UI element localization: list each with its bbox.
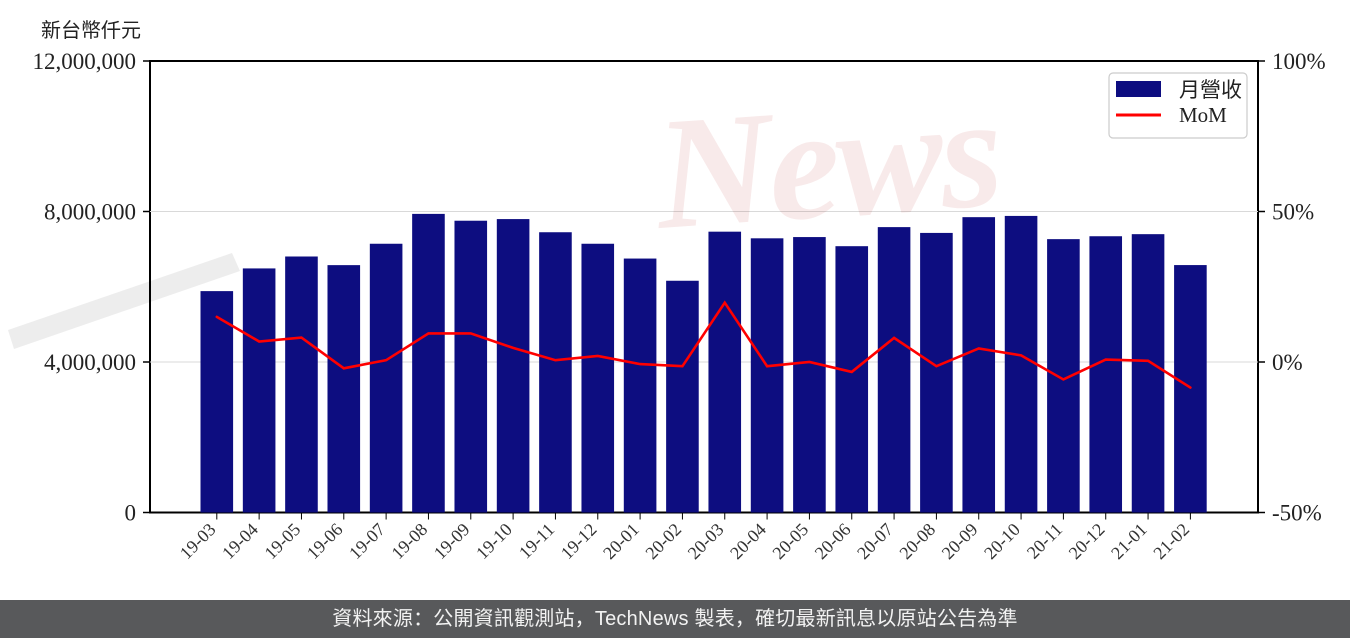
svg-text:4,000,000: 4,000,000 [44, 350, 136, 375]
svg-text:19-05: 19-05 [260, 519, 304, 563]
svg-text:8,000,000: 8,000,000 [44, 200, 136, 225]
svg-text:21-02: 21-02 [1149, 519, 1193, 563]
svg-text:MoM: MoM [1179, 103, 1227, 127]
svg-text:20-12: 20-12 [1065, 519, 1109, 563]
svg-text:19-06: 19-06 [303, 519, 347, 563]
svg-text:0: 0 [125, 501, 137, 526]
svg-text:20-01: 20-01 [599, 519, 643, 563]
svg-text:12,000,000: 12,000,000 [33, 49, 137, 74]
svg-text:19-12: 19-12 [557, 519, 601, 563]
svg-text:20-03: 20-03 [684, 519, 728, 563]
svg-text:-50%: -50% [1272, 501, 1322, 526]
svg-text:19-04: 19-04 [218, 519, 262, 563]
svg-text:0%: 0% [1272, 350, 1303, 375]
svg-text:20-02: 20-02 [641, 519, 685, 563]
svg-text:News: News [648, 61, 1005, 263]
svg-text:100%: 100% [1272, 49, 1326, 74]
svg-text:19-03: 19-03 [176, 519, 220, 563]
svg-text:19-11: 19-11 [515, 519, 558, 562]
svg-text:19-07: 19-07 [345, 519, 389, 563]
svg-text:20-07: 20-07 [853, 519, 897, 563]
svg-text:19-09: 19-09 [430, 519, 474, 563]
svg-text:20-05: 20-05 [768, 519, 812, 563]
svg-text:20-10: 20-10 [980, 519, 1024, 563]
svg-text:20-04: 20-04 [726, 519, 770, 563]
svg-text:19-10: 19-10 [472, 519, 516, 563]
svg-text:19-08: 19-08 [387, 519, 431, 563]
svg-text:20-08: 20-08 [895, 519, 939, 563]
svg-text:20-09: 20-09 [938, 519, 982, 563]
svg-text:月營收: 月營收 [1179, 78, 1242, 102]
svg-text:20-06: 20-06 [811, 519, 855, 563]
svg-text:50%: 50% [1272, 200, 1314, 225]
svg-text:20-11: 20-11 [1023, 519, 1066, 562]
svg-text:21-01: 21-01 [1107, 519, 1151, 563]
